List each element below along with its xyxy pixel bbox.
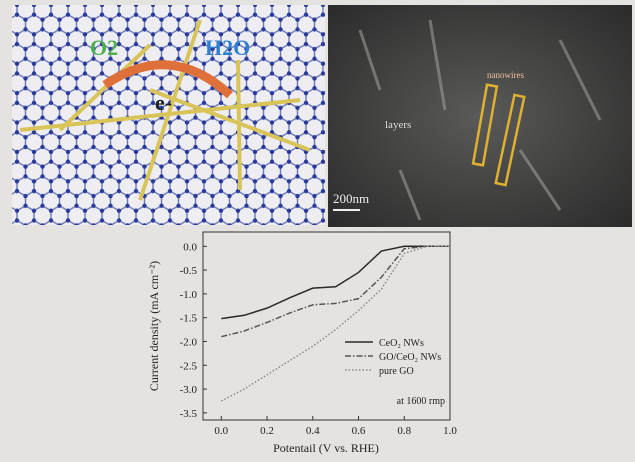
o2-label: O2 (90, 35, 118, 60)
legend-label: GO/CeO₂ NWs (379, 352, 441, 363)
data-line (221, 246, 450, 336)
layers-label: layers (385, 119, 411, 131)
x-tick-label: 0.0 (214, 425, 228, 437)
figure: O2 H2O e- layers nanowires 200nm Potenta… (0, 0, 635, 457)
annotation: at 1600 rmp (397, 396, 445, 407)
plot-frame (203, 232, 450, 420)
x-axis-title: Potentail (V vs. RHE) (273, 441, 379, 455)
data-line (221, 246, 450, 318)
y-axis-title: Current density (mA cm⁻²) (147, 261, 161, 391)
legend-label: pure GO (379, 366, 414, 377)
y-tick-label: 0.0 (183, 241, 197, 253)
electron-label: e- (155, 90, 172, 115)
y-tick-label: -3.5 (180, 408, 198, 420)
legend-label: CeO₂ NWs (379, 338, 424, 349)
sem-image (328, 5, 632, 227)
sem-panel: layers nanowires 200nm (328, 5, 632, 227)
y-tick-label: -0.5 (180, 265, 198, 277)
y-tick-label: -2.5 (180, 360, 198, 372)
scale-label: 200nm (333, 191, 369, 206)
x-tick-label: 0.2 (260, 425, 274, 437)
nanowires-label: nanowires (487, 70, 524, 80)
y-tick-label: -3.0 (180, 384, 198, 396)
x-tick-label: 0.4 (306, 425, 320, 437)
scheme-panel: O2 H2O e- (12, 5, 325, 225)
x-tick-label: 0.6 (352, 425, 366, 437)
page: {"panels": {"scheme": {"o2": "O2", "h2o"… (0, 0, 635, 457)
x-tick-label: 0.8 (397, 425, 411, 437)
data-line (221, 246, 450, 401)
y-tick-label: -1.5 (180, 313, 198, 325)
y-tick-label: -1.0 (180, 289, 198, 301)
y-tick-label: -2.0 (180, 336, 198, 348)
chart: Potentail (V vs. RHE) Current density (m… (147, 232, 457, 455)
h2o-label: H2O (205, 35, 250, 60)
x-tick-label: 1.0 (443, 425, 457, 437)
